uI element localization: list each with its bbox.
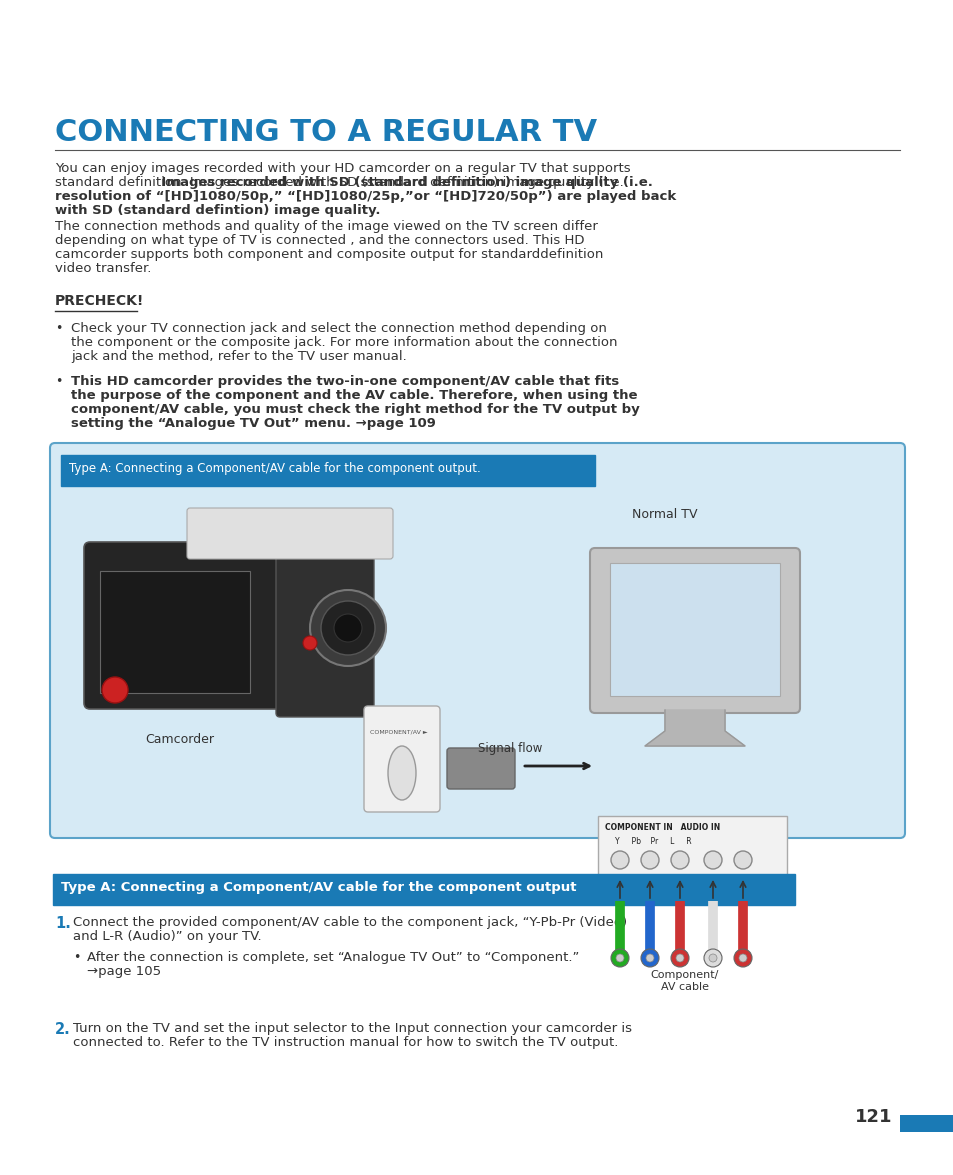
Circle shape: [334, 615, 361, 642]
Ellipse shape: [388, 746, 416, 800]
Text: 1.: 1.: [55, 916, 71, 931]
Circle shape: [739, 954, 746, 962]
Text: Turn on the TV and set the input selector to the Input connection your camcorder: Turn on the TV and set the input selecto…: [73, 1022, 631, 1035]
Circle shape: [670, 851, 688, 870]
Circle shape: [610, 851, 628, 870]
Text: the purpose of the component and the AV cable. Therefore, when using the: the purpose of the component and the AV …: [71, 389, 637, 402]
Circle shape: [102, 677, 128, 703]
FancyBboxPatch shape: [53, 874, 794, 905]
Circle shape: [640, 949, 659, 967]
Bar: [100, 571, 250, 693]
Text: the component or the composite jack. For more information about the connection: the component or the composite jack. For…: [71, 336, 617, 349]
Circle shape: [640, 851, 659, 870]
Text: PRECHECK!: PRECHECK!: [55, 294, 144, 308]
Text: depending on what type of TV is connected , and the connectors used. This HD: depending on what type of TV is connecte…: [55, 234, 584, 247]
Circle shape: [703, 851, 721, 870]
Text: You can enjoy images recorded with your HD camcorder on a regular TV that suppor: You can enjoy images recorded with your …: [55, 162, 630, 175]
Text: component/AV cable, you must check the right method for the TV output by: component/AV cable, you must check the r…: [71, 403, 639, 416]
Text: •: •: [55, 375, 62, 388]
Text: CONNECTING TO A REGULAR TV: CONNECTING TO A REGULAR TV: [55, 118, 597, 147]
Circle shape: [645, 954, 654, 962]
Text: COMPONENT/AV ►: COMPONENT/AV ►: [370, 730, 427, 736]
Text: After the connection is complete, set “Analogue TV Out” to “Component.”: After the connection is complete, set “A…: [87, 951, 578, 963]
FancyBboxPatch shape: [447, 748, 515, 788]
Bar: [609, 563, 780, 696]
Text: resolution of “[HD]1080/50p,” “[HD]1080/25p,”or “[HD]720/50p”) are played back: resolution of “[HD]1080/50p,” “[HD]1080/…: [55, 190, 676, 203]
Circle shape: [310, 590, 386, 666]
Text: Y     Pb    Pr     L     R: Y Pb Pr L R: [615, 837, 691, 846]
Text: Check your TV connection jack and select the connection method depending on: Check your TV connection jack and select…: [71, 322, 606, 335]
Text: Camcorder: Camcorder: [146, 733, 214, 746]
Circle shape: [610, 949, 628, 967]
Text: Type A: Connecting a Component/AV cable for the component output.: Type A: Connecting a Component/AV cable …: [69, 462, 480, 475]
FancyBboxPatch shape: [187, 508, 393, 559]
Text: →page 105: →page 105: [87, 965, 161, 978]
Polygon shape: [644, 710, 744, 746]
FancyBboxPatch shape: [84, 542, 291, 709]
Text: camcorder supports both component and composite output for standarddefinition: camcorder supports both component and co…: [55, 248, 602, 261]
Circle shape: [703, 949, 721, 967]
Circle shape: [616, 954, 623, 962]
Text: Signal flow: Signal flow: [477, 741, 541, 756]
Text: connected to. Refer to the TV instruction manual for how to switch the TV output: connected to. Refer to the TV instructio…: [73, 1036, 618, 1049]
Text: Connect the provided component/AV cable to the component jack, “Y-Pb-Pr (Video): Connect the provided component/AV cable …: [73, 916, 626, 929]
Bar: [899, 1115, 953, 1132]
FancyBboxPatch shape: [50, 443, 904, 838]
Text: and L-R (Audio)” on your TV.: and L-R (Audio)” on your TV.: [73, 929, 261, 944]
Circle shape: [320, 600, 375, 654]
Circle shape: [733, 851, 751, 870]
Text: COMPONENT IN   AUDIO IN: COMPONENT IN AUDIO IN: [604, 822, 720, 832]
Text: Component/
AV cable: Component/ AV cable: [650, 971, 719, 992]
Text: standard definition. Images recorded with SD (standard definition) image quality: standard definition. Images recorded wit…: [55, 176, 623, 189]
Text: setting the “Analogue TV Out” menu. →page 109: setting the “Analogue TV Out” menu. →pag…: [71, 417, 436, 430]
Text: 121: 121: [854, 1108, 891, 1126]
Circle shape: [670, 949, 688, 967]
Text: jack and the method, refer to the TV user manual.: jack and the method, refer to the TV use…: [71, 350, 406, 363]
FancyBboxPatch shape: [364, 706, 439, 812]
FancyBboxPatch shape: [61, 455, 595, 486]
Text: video transfer.: video transfer.: [55, 262, 152, 275]
FancyBboxPatch shape: [589, 548, 800, 713]
Circle shape: [676, 954, 683, 962]
Circle shape: [303, 636, 316, 650]
Text: Images recorded with SD (standard definition) image quality (i.e.: Images recorded with SD (standard defini…: [55, 176, 652, 189]
Text: Normal TV: Normal TV: [632, 508, 697, 521]
Text: 2.: 2.: [55, 1022, 71, 1038]
FancyBboxPatch shape: [275, 540, 374, 717]
Text: Type A: Connecting a Component/AV cable for the component output: Type A: Connecting a Component/AV cable …: [61, 881, 576, 894]
Text: •: •: [73, 951, 80, 963]
Circle shape: [733, 949, 751, 967]
FancyBboxPatch shape: [598, 815, 786, 880]
Text: This HD camcorder provides the two-in-one component/AV cable that fits: This HD camcorder provides the two-in-on…: [71, 375, 618, 388]
Text: The connection methods and quality of the image viewed on the TV screen differ: The connection methods and quality of th…: [55, 220, 598, 233]
Text: •: •: [55, 322, 62, 335]
Circle shape: [708, 954, 717, 962]
Text: with SD (standard defintion) image quality.: with SD (standard defintion) image quali…: [55, 204, 380, 217]
